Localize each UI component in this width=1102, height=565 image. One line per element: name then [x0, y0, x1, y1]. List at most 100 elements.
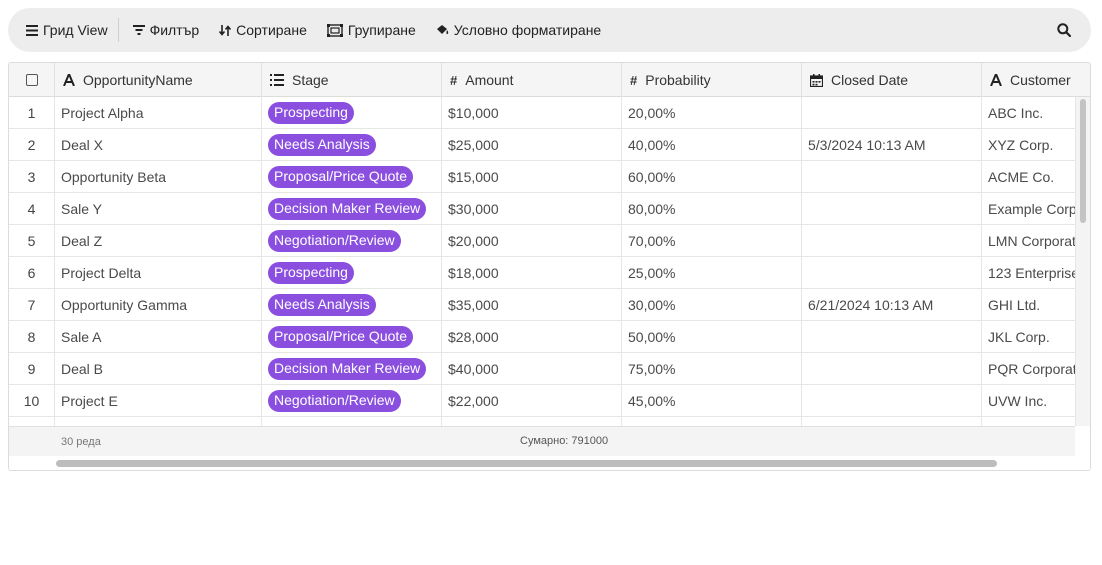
group-button[interactable]: Групиране [317, 15, 426, 45]
cell-stage[interactable]: Proposal/Price Quote [262, 321, 442, 353]
search-button[interactable] [1051, 17, 1077, 43]
cell-closed-date[interactable] [802, 385, 982, 417]
cell-amount[interactable]: $35,000 [442, 289, 622, 321]
cell-stage[interactable]: Needs Analysis [262, 289, 442, 321]
cell-amount[interactable]: $28,000 [442, 321, 622, 353]
cell-customer[interactable]: UVW Inc. [982, 385, 1075, 417]
cell-opportunity-name[interactable]: Sale Y [55, 193, 262, 225]
cell-stage[interactable]: Negotiation/Review [262, 385, 442, 417]
cell-opportunity-name[interactable]: Opportunity Beta [55, 161, 262, 193]
column-header-opportunityname[interactable]: OpportunityName [55, 63, 262, 97]
cell-stage[interactable]: Decision Maker Review [262, 193, 442, 225]
cell-customer[interactable]: ACME Co. [982, 161, 1075, 193]
vertical-scrollbar-thumb[interactable] [1080, 99, 1086, 223]
cell-probability[interactable]: 40,00% [622, 129, 802, 161]
cell-empty[interactable] [982, 417, 1075, 426]
row-number[interactable]: 10 [9, 385, 55, 417]
cell-stage[interactable]: Prospecting [262, 257, 442, 289]
cell-empty[interactable] [55, 417, 262, 426]
cell-opportunity-name[interactable]: Project Delta [55, 257, 262, 289]
table-row[interactable]: 2 Deal X Needs Analysis $25,000 40,00% 5/3/20… [9, 129, 1075, 161]
cell-opportunity-name[interactable]: Sale A [55, 321, 262, 353]
cell-customer[interactable]: LMN Corporat [982, 225, 1075, 257]
cell-stage[interactable]: Prospecting [262, 97, 442, 129]
cell-closed-date[interactable]: 5/3/2024 10:13 AM [802, 129, 982, 161]
row-number[interactable]: 2 [9, 129, 55, 161]
row-number[interactable]: 3 [9, 161, 55, 193]
row-number[interactable]: 9 [9, 353, 55, 385]
cell-opportunity-name[interactable]: Project Alpha [55, 97, 262, 129]
cell-customer[interactable]: 123 Enterprise [982, 257, 1075, 289]
table-row[interactable]: 8 Sale A Proposal/Price Quote $28,000 50,00%… [9, 321, 1075, 353]
cell-closed-date[interactable] [802, 353, 982, 385]
cell-opportunity-name[interactable]: Deal X [55, 129, 262, 161]
cell-amount[interactable]: $18,000 [442, 257, 622, 289]
select-all-checkbox[interactable] [25, 74, 38, 86]
cell-customer[interactable]: GHI Ltd. [982, 289, 1075, 321]
cell-probability[interactable]: 25,00% [622, 257, 802, 289]
cell-probability[interactable]: 50,00% [622, 321, 802, 353]
row-number[interactable]: 6 [9, 257, 55, 289]
table-row[interactable]: 1 Project Alpha Prospecting $10,000 20,00% AB… [9, 97, 1075, 129]
row-number[interactable]: 4 [9, 193, 55, 225]
conditional-format-button[interactable]: Условно форматиране [426, 15, 611, 45]
cell-empty[interactable] [442, 417, 622, 426]
table-row[interactable]: 6 Project Delta Prospecting $18,000 25,00% 12… [9, 257, 1075, 289]
cell-closed-date[interactable] [802, 225, 982, 257]
cell-closed-date[interactable] [802, 321, 982, 353]
row-number[interactable]: 8 [9, 321, 55, 353]
table-row[interactable]: 5 Deal Z Negotiation/Review $20,000 70,00% LM… [9, 225, 1075, 257]
table-row[interactable]: 3 Opportunity Beta Proposal/Price Quote $15… [9, 161, 1075, 193]
row-number[interactable]: 7 [9, 289, 55, 321]
column-header-stage[interactable]: Stage [262, 63, 442, 97]
column-header-probability[interactable]: # Probability [622, 63, 802, 97]
filter-button[interactable]: Филтър [123, 15, 210, 45]
cell-probability[interactable]: 45,00% [622, 385, 802, 417]
horizontal-scrollbar-thumb[interactable] [56, 460, 997, 467]
cell-amount[interactable]: $30,000 [442, 193, 622, 225]
cell-empty[interactable] [262, 417, 442, 426]
cell-closed-date[interactable] [802, 193, 982, 225]
cell-probability[interactable]: 60,00% [622, 161, 802, 193]
cell-empty[interactable] [622, 417, 802, 426]
column-header-amount[interactable]: # Amount [442, 63, 622, 97]
cell-closed-date[interactable] [802, 161, 982, 193]
cell-stage[interactable]: Negotiation/Review [262, 225, 442, 257]
cell-empty[interactable] [802, 417, 982, 426]
cell-customer[interactable]: PQR Corporati [982, 353, 1075, 385]
cell-probability[interactable]: 75,00% [622, 353, 802, 385]
cell-probability[interactable]: 70,00% [622, 225, 802, 257]
cell-probability[interactable]: 80,00% [622, 193, 802, 225]
horizontal-scrollbar[interactable] [9, 456, 1090, 470]
cell-stage[interactable]: Decision Maker Review [262, 353, 442, 385]
cell-customer[interactable]: XYZ Corp. [982, 129, 1075, 161]
table-row-partial[interactable] [9, 417, 1075, 426]
cell-probability[interactable]: 30,00% [622, 289, 802, 321]
cell-amount[interactable]: $40,000 [442, 353, 622, 385]
sort-button[interactable]: Сортиране [209, 15, 317, 45]
table-row[interactable]: 9 Deal B Decision Maker Review $40,000 75,00… [9, 353, 1075, 385]
cell-amount[interactable]: $25,000 [442, 129, 622, 161]
cell-stage[interactable]: Proposal/Price Quote [262, 161, 442, 193]
cell-amount[interactable]: $15,000 [442, 161, 622, 193]
cell-customer[interactable]: ABC Inc. [982, 97, 1075, 129]
table-row[interactable]: 7 Opportunity Gamma Needs Analysis $35,000 3… [9, 289, 1075, 321]
cell-customer[interactable]: JKL Corp. [982, 321, 1075, 353]
row-number[interactable]: 1 [9, 97, 55, 129]
cell-empty[interactable] [9, 417, 55, 426]
cell-opportunity-name[interactable]: Opportunity Gamma [55, 289, 262, 321]
cell-closed-date[interactable] [802, 257, 982, 289]
cell-closed-date[interactable]: 6/21/2024 10:13 AM [802, 289, 982, 321]
row-number[interactable]: 5 [9, 225, 55, 257]
cell-amount[interactable]: $20,000 [442, 225, 622, 257]
vertical-scrollbar[interactable] [1075, 97, 1090, 426]
column-header-customer[interactable]: Customer [982, 63, 1090, 97]
select-all-checkbox-cell[interactable] [9, 63, 55, 97]
cell-amount[interactable]: $10,000 [442, 97, 622, 129]
cell-customer[interactable]: Example Corp [982, 193, 1075, 225]
grid-view-button[interactable]: Грид View [26, 15, 118, 45]
cell-opportunity-name[interactable]: Deal B [55, 353, 262, 385]
cell-probability[interactable]: 20,00% [622, 97, 802, 129]
cell-opportunity-name[interactable]: Deal Z [55, 225, 262, 257]
cell-closed-date[interactable] [802, 97, 982, 129]
